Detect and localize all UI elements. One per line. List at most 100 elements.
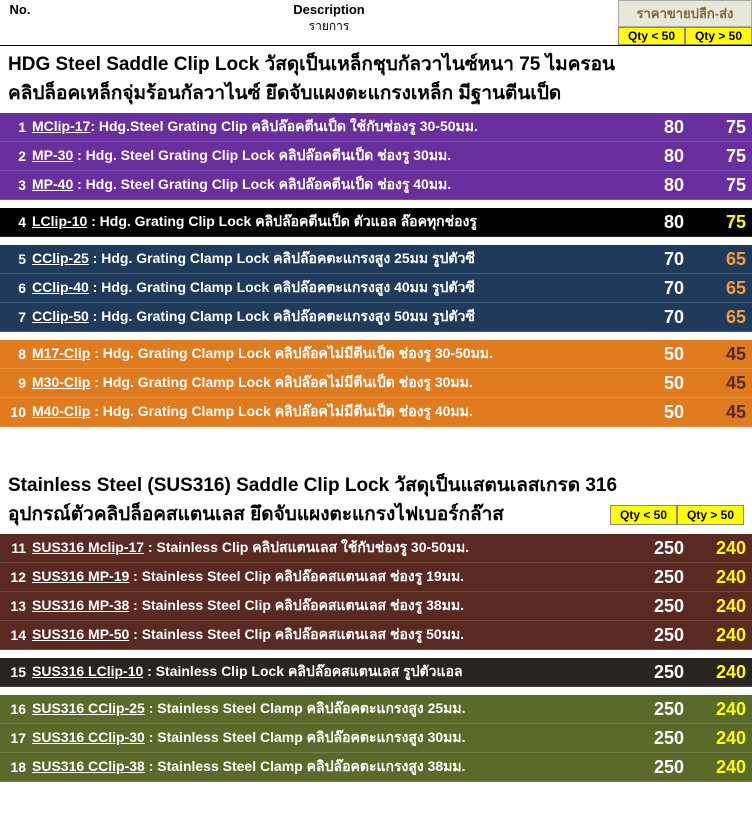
price-qty-gt: 240 bbox=[684, 728, 746, 749]
row-number: 5 bbox=[6, 251, 32, 267]
product-code[interactable]: SUS316 LClip-10 bbox=[32, 663, 143, 679]
price-qty-lt: 50 bbox=[622, 402, 684, 423]
row-number: 15 bbox=[6, 664, 32, 680]
spacer bbox=[0, 650, 752, 658]
product-text: : Stainless Clip Lock คลิปล๊อคสแตนเลส รู… bbox=[143, 663, 462, 679]
header-price-title: ราคาขายปลีก-ส่ง bbox=[618, 0, 752, 27]
price-qty-gt: 65 bbox=[684, 307, 746, 328]
price-qty-lt: 50 bbox=[622, 344, 684, 365]
product-code[interactable]: SUS316 CClip-25 bbox=[32, 700, 145, 716]
product-code[interactable]: SUS316 CClip-30 bbox=[32, 729, 145, 745]
row-description: SUS316 LClip-10 : Stainless Clip Lock คล… bbox=[32, 661, 622, 683]
price-qty-gt: 65 bbox=[684, 278, 746, 299]
product-code[interactable]: M30-Clip bbox=[32, 374, 90, 390]
product-code[interactable]: MP-30 bbox=[32, 147, 73, 163]
product-text: : Hdg. Grating Clamp Lock คลิปล๊อคไม่มีต… bbox=[90, 374, 472, 390]
row-description: SUS316 CClip-25 : Stainless Steel Clamp … bbox=[32, 698, 622, 720]
row-number: 13 bbox=[6, 598, 32, 614]
table-row: 6CClip-40 : Hdg. Grating Clamp Lock คลิป… bbox=[0, 274, 752, 303]
price-qty-gt: 45 bbox=[684, 373, 746, 394]
table-row: 1MClip-17: Hdg.Steel Grating Clip คลิปล๊… bbox=[0, 113, 752, 142]
row-number: 7 bbox=[6, 309, 32, 325]
product-code[interactable]: CClip-50 bbox=[32, 308, 89, 324]
row-number: 6 bbox=[6, 280, 32, 296]
header-qty-gt: Qty > 50 bbox=[685, 27, 752, 45]
spacer bbox=[0, 237, 752, 245]
product-code[interactable]: SUS316 MP-19 bbox=[32, 568, 129, 584]
section1-title-line1: HDG Steel Saddle Clip Lock วัสดุเป็นเหล็… bbox=[0, 46, 752, 81]
header-desc-sub: รายการ bbox=[40, 17, 618, 36]
row-number: 16 bbox=[6, 701, 32, 717]
row-description: MClip-17: Hdg.Steel Grating Clip คลิปล๊อ… bbox=[32, 116, 622, 138]
price-group: 15SUS316 LClip-10 : Stainless Clip Lock … bbox=[0, 658, 752, 687]
spacer bbox=[0, 427, 752, 467]
price-group: 16SUS316 CClip-25 : Stainless Steel Clam… bbox=[0, 695, 752, 782]
product-code[interactable]: LClip-10 bbox=[32, 213, 87, 229]
price-qty-lt: 250 bbox=[622, 699, 684, 720]
row-number: 18 bbox=[6, 759, 32, 775]
row-description: SUS316 CClip-38 : Stainless Steel Clamp … bbox=[32, 756, 622, 778]
price-qty-lt: 80 bbox=[622, 175, 684, 196]
product-code[interactable]: MClip-17 bbox=[32, 118, 90, 134]
product-code[interactable]: CClip-40 bbox=[32, 279, 89, 295]
price-qty-gt: 65 bbox=[684, 249, 746, 270]
price-qty-lt: 80 bbox=[622, 146, 684, 167]
table-row: 10M40-Clip : Hdg. Grating Clamp Lock คลิ… bbox=[0, 398, 752, 427]
price-qty-gt: 75 bbox=[684, 146, 746, 167]
product-text: : Hdg. Grating Clamp Lock คลิปล๊อคไม่มีต… bbox=[90, 403, 472, 419]
price-qty-gt: 75 bbox=[684, 212, 746, 233]
row-number: 4 bbox=[6, 214, 32, 230]
spacer bbox=[0, 332, 752, 340]
product-text: : Stainless Steel Clip คลิปล๊อคสแตนเลส ช… bbox=[129, 568, 464, 584]
table-row: 2MP-30 : Hdg. Steel Grating Clip Lock คล… bbox=[0, 142, 752, 171]
row-number: 12 bbox=[6, 569, 32, 585]
table-row: 12SUS316 MP-19 : Stainless Steel Clip คล… bbox=[0, 563, 752, 592]
table-row: 14SUS316 MP-50 : Stainless Steel Clip คล… bbox=[0, 621, 752, 650]
product-text: : Hdg. Steel Grating Clip Lock คลิปล๊อคต… bbox=[73, 176, 451, 192]
product-text: : Hdg. Steel Grating Clip Lock คลิปล๊อคต… bbox=[73, 147, 451, 163]
row-number: 17 bbox=[6, 730, 32, 746]
product-text: : Stainless Clip คลิปสแตนเลส ใช้กับช่องร… bbox=[144, 539, 469, 555]
product-code[interactable]: SUS316 CClip-38 bbox=[32, 758, 145, 774]
price-qty-gt: 240 bbox=[684, 538, 746, 559]
product-code[interactable]: SUS316 MP-50 bbox=[32, 626, 129, 642]
row-number: 3 bbox=[6, 177, 32, 193]
table-row: 5CClip-25 : Hdg. Grating Clamp Lock คลิป… bbox=[0, 245, 752, 274]
row-description: SUS316 CClip-30 : Stainless Steel Clamp … bbox=[32, 727, 622, 749]
product-text: : Stainless Steel Clamp คลิปล๊อคตะแกรงสู… bbox=[145, 729, 466, 745]
table-row: 16SUS316 CClip-25 : Stainless Steel Clam… bbox=[0, 695, 752, 724]
row-description: SUS316 MP-50 : Stainless Steel Clip คลิป… bbox=[32, 624, 622, 646]
price-qty-lt: 250 bbox=[622, 567, 684, 588]
row-description: MP-40 : Hdg. Steel Grating Clip Lock คลิ… bbox=[32, 174, 622, 196]
price-qty-gt: 240 bbox=[684, 625, 746, 646]
product-code[interactable]: SUS316 Mclip-17 bbox=[32, 539, 144, 555]
product-code[interactable]: CClip-25 bbox=[32, 250, 89, 266]
spacer bbox=[0, 687, 752, 695]
header-description: Description รายการ bbox=[40, 0, 618, 45]
table-row: 3MP-40 : Hdg. Steel Grating Clip Lock คล… bbox=[0, 171, 752, 200]
section1-title-line2-text: คลิปล็อคเหล็กจุ่มร้อนกัลวาไนซ์ ยึดจับแผง… bbox=[8, 81, 561, 108]
product-text: : Hdg. Grating Clamp Lock คลิปล๊อคตะแกรง… bbox=[89, 308, 475, 324]
table-row: 17SUS316 CClip-30 : Stainless Steel Clam… bbox=[0, 724, 752, 753]
table-header: No. Description รายการ ราคาขายปลีก-ส่ง Q… bbox=[0, 0, 752, 46]
header-qty-lt: Qty < 50 bbox=[618, 27, 685, 45]
header-desc-label: Description bbox=[40, 2, 618, 17]
price-qty-gt: 240 bbox=[684, 699, 746, 720]
product-code[interactable]: MP-40 bbox=[32, 176, 73, 192]
row-number: 9 bbox=[6, 375, 32, 391]
product-code[interactable]: M40-Clip bbox=[32, 403, 90, 419]
row-description: SUS316 MP-19 : Stainless Steel Clip คลิป… bbox=[32, 566, 622, 588]
row-description: SUS316 MP-38 : Stainless Steel Clip คลิป… bbox=[32, 595, 622, 617]
price-group: 11SUS316 Mclip-17 : Stainless Clip คลิปส… bbox=[0, 534, 752, 650]
row-description: CClip-25 : Hdg. Grating Clamp Lock คลิปล… bbox=[32, 248, 622, 270]
product-code[interactable]: SUS316 MP-38 bbox=[32, 597, 129, 613]
price-qty-lt: 70 bbox=[622, 307, 684, 328]
product-code[interactable]: M17-Clip bbox=[32, 345, 90, 361]
row-number: 14 bbox=[6, 627, 32, 643]
price-qty-lt: 250 bbox=[622, 596, 684, 617]
price-qty-lt: 250 bbox=[622, 728, 684, 749]
price-qty-lt: 250 bbox=[622, 662, 684, 683]
product-text: : Stainless Steel Clamp คลิปล๊อคตะแกรงสู… bbox=[145, 700, 466, 716]
table-row: 4LClip-10 : Hdg. Grating Clip Lock คลิปล… bbox=[0, 208, 752, 237]
product-text: : Stainless Steel Clip คลิปล๊อคสแตนเลส ช… bbox=[129, 626, 464, 642]
